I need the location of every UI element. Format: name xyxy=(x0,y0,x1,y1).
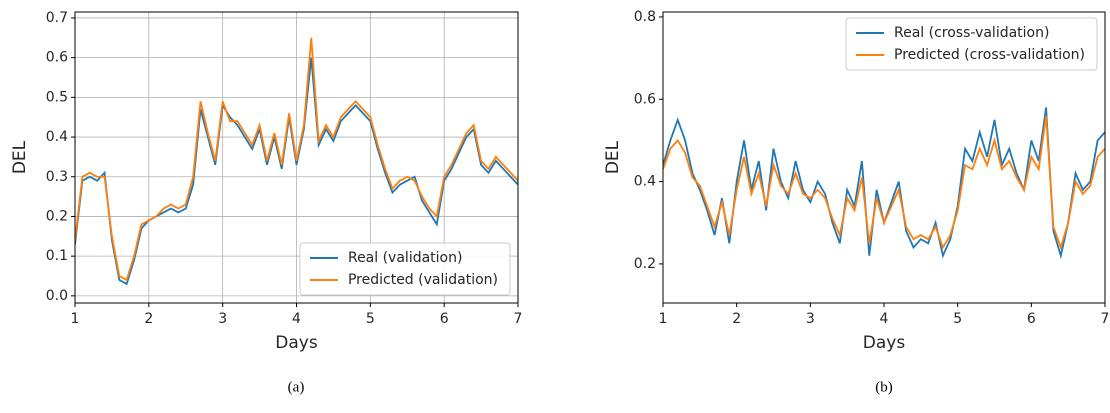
x-tick-label: 1 xyxy=(71,311,80,327)
legend-box xyxy=(299,242,511,296)
x-tick-label: 5 xyxy=(953,311,962,327)
legend-label: Predicted (cross-validation) xyxy=(894,47,1085,63)
y-tick-label: 0.4 xyxy=(634,174,656,190)
data-line xyxy=(75,37,518,282)
x-tick-label: 7 xyxy=(1101,311,1110,327)
y-tick-label: 0.5 xyxy=(46,89,68,105)
y-tick-label: 0.7 xyxy=(46,10,68,26)
legend-label: Predicted (validation) xyxy=(348,272,498,288)
y-axis-label: DEL xyxy=(10,140,30,174)
legend-label: Real (validation) xyxy=(348,250,462,266)
legend: Real (validation) Predicted (validation) xyxy=(299,242,511,296)
x-tick-label: 6 xyxy=(440,311,449,327)
y-tick-label: 0.0 xyxy=(46,288,68,304)
x-tick-label: 1 xyxy=(659,311,668,327)
y-axis-label: DEL xyxy=(603,140,623,174)
x-tick-label: 4 xyxy=(880,311,889,327)
x-tick-label: 2 xyxy=(144,311,153,327)
y-tick-label: 0.6 xyxy=(634,91,656,107)
x-tick-label: 3 xyxy=(806,311,815,327)
y-tick-label: 0.2 xyxy=(46,208,68,224)
caption: (b) xyxy=(875,379,893,395)
x-axis-label: Days xyxy=(863,333,906,353)
x-tick-label: 7 xyxy=(514,311,523,327)
y-tick-label: 0.1 xyxy=(46,248,68,264)
x-tick-label: 4 xyxy=(292,311,301,327)
y-tick-label: 0.3 xyxy=(46,169,68,185)
lines xyxy=(75,37,518,286)
y-tick-label: 0.2 xyxy=(634,256,656,272)
y-tick-label: 0.6 xyxy=(46,50,68,66)
lines xyxy=(663,107,1105,260)
caption: (a) xyxy=(288,379,305,395)
legend-box xyxy=(845,17,1098,71)
axes-frame xyxy=(74,11,519,304)
x-tick-label: 6 xyxy=(1027,311,1036,327)
axes-frame xyxy=(662,11,1106,304)
x-tick-label: 5 xyxy=(366,311,375,327)
legend: Real (cross-validation) Predicted (cross-… xyxy=(845,17,1098,71)
x-tick-label: 2 xyxy=(732,311,741,327)
x-axis-label: Days xyxy=(275,333,318,353)
x-tick-label: 3 xyxy=(218,311,227,327)
data-line xyxy=(663,115,1105,251)
y-tick-label: 0.4 xyxy=(46,129,68,145)
legend-label: Real (cross-validation) xyxy=(894,25,1049,41)
y-tick-label: 0.8 xyxy=(634,9,656,25)
